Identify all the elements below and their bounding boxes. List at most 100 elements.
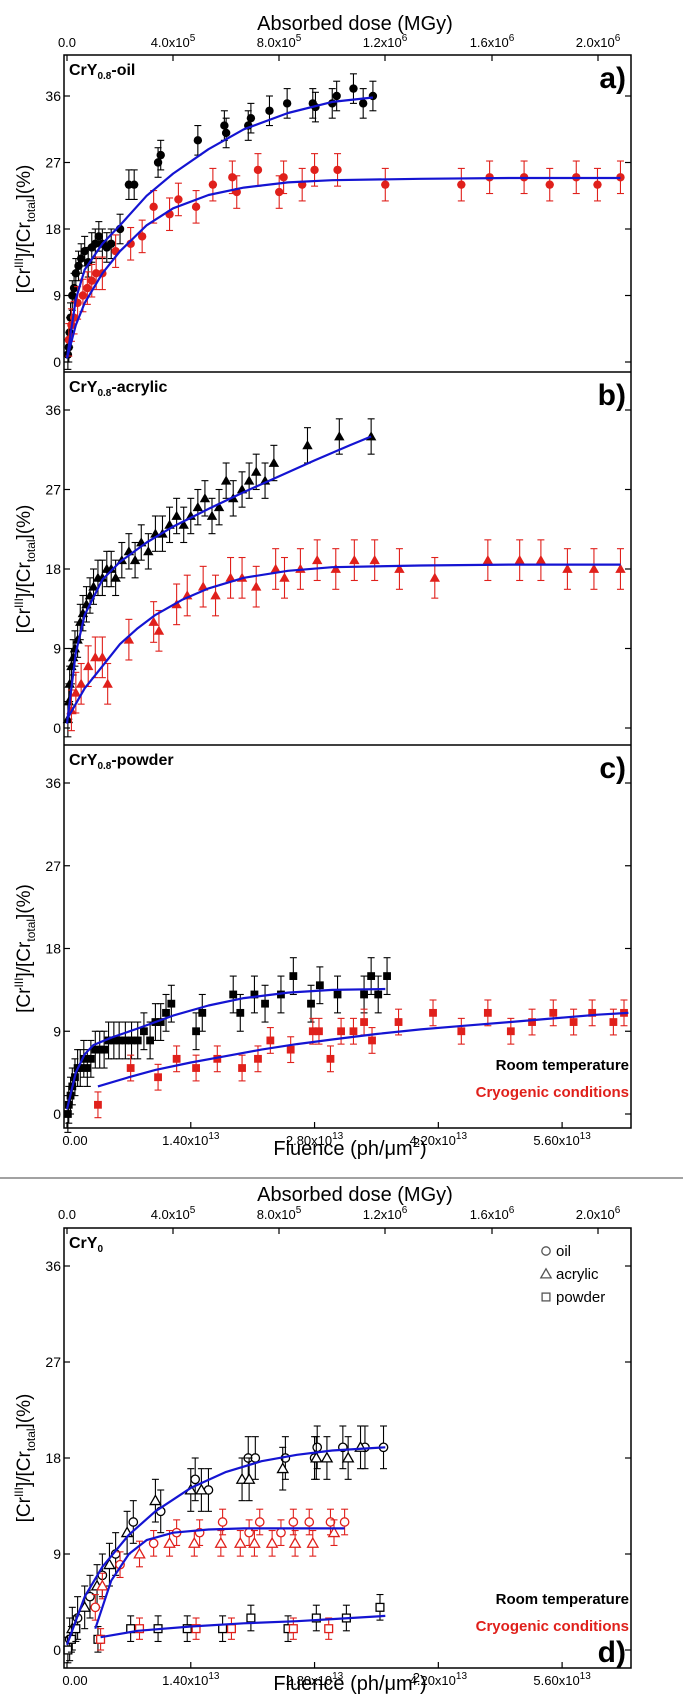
y-tick-label: 36 [45,1258,61,1274]
data-point [137,232,147,241]
data-point [276,1462,290,1474]
y-tick-label: 0 [53,1106,61,1122]
y-tick-label: 9 [53,288,61,304]
bottom-axis-title-sup: 2 [413,1135,420,1150]
legend-markers-d: oil acrylic powder [539,1243,605,1306]
data-point [339,1517,350,1527]
y-tick-label: 18 [45,1450,61,1466]
data-point [304,1517,315,1527]
data-point [279,173,288,182]
data-point [63,1645,73,1655]
series-room-temperature [62,418,377,738]
data-point [333,990,342,999]
data-point [115,1036,124,1045]
y-axis-label: [CrIII]/[Crtotal](%) [12,884,38,1013]
data-point [609,1018,618,1026]
top-tick-label: 0.0 [58,35,76,50]
y-tick-label: 9 [53,1023,61,1039]
data-point [90,1602,101,1613]
data-point [148,616,159,626]
data-point [593,180,602,189]
top-tick-exp: 6 [402,1205,408,1216]
bottom-axis-title-end-lower: ) [420,1673,427,1695]
ylabel-sub: total [24,199,38,222]
data-point [192,501,204,512]
data-point [279,572,290,582]
data-point [266,1036,275,1045]
y-axis-label: [CrIII]/[Crtotal](%) [12,1394,38,1523]
data-point [109,1036,118,1045]
data-point [134,1624,145,1634]
panel-title-sub: 0.8 [97,388,111,399]
data-point [233,1536,247,1548]
data-point [129,180,139,189]
fit-curve [65,435,372,724]
series-cryogenic-conditions [64,153,625,357]
data-point [375,1602,385,1612]
data-point [535,554,547,565]
data-point [148,1538,159,1549]
top-tick-exp: 6 [402,33,408,44]
ylabel-sup: III [12,258,26,268]
ylabel-end: ](%) [14,165,35,200]
data-point [360,1018,368,1026]
legend-marker-powder [541,1292,551,1302]
fit-curve [65,176,621,359]
data-point [341,1451,355,1463]
bottom-tick-exp: 13 [208,1131,220,1142]
data-point [374,990,383,999]
bottom-tick-label: 2.80x1013 [286,1131,344,1148]
data-point [394,1018,403,1026]
data-point [360,990,368,999]
fit-curve [100,1614,386,1639]
legend-marker-label: acrylic [556,1266,599,1283]
data-point [192,1027,200,1036]
data-point [368,1036,376,1045]
data-point [191,202,201,212]
top-axis-tick-labels-lower: 0.0 4.0x105 8.0x105 1.2x106 1.6x106 2.0x106 [58,1205,621,1234]
y-tick-label: 27 [45,482,61,498]
data-point [229,990,238,999]
top-tick-label: 1.6x106 [470,33,515,50]
data-point [349,554,360,565]
data-point [94,232,104,241]
bottom-tick-exp: 13 [456,1131,468,1142]
panel-title-main: CrY [69,62,98,79]
ylabel-mid: ]/[Cr [14,561,35,598]
ylabel-main: [Cr [14,1496,35,1522]
data-point [588,563,600,573]
bottom-tick-label: 4.20x1013 [410,1671,468,1688]
panel-letter: a) [599,62,626,95]
data-point [75,678,87,688]
panel-title: CrY0.8-oil [69,62,135,82]
top-axis-tick-labels: 0.0 4.0x105 8.0x105 1.2x106 1.6x106 2.0x106 [58,33,621,61]
data-point [315,1027,323,1036]
data-point [349,84,358,93]
panel-letter: c) [599,752,626,785]
legend-marker-acrylic [539,1267,553,1279]
data-point [210,590,221,600]
fit-curve [65,96,374,359]
bottom-tick-exp: 13 [456,1671,468,1682]
legend-marker-label: powder [556,1289,605,1306]
series-cryogenic-conditions [94,999,628,1119]
data-point [91,239,100,248]
y-tick-label: 9 [53,1546,61,1562]
data-point [333,165,342,175]
data-point [312,1442,323,1453]
data-point [251,466,262,476]
data-point [174,195,183,204]
data-point [191,1624,201,1634]
data-point [127,1036,136,1045]
data-point [102,678,113,688]
panel-title: CrY0.8-acrylic [69,379,168,399]
data-point [225,572,236,582]
data-point [369,554,380,565]
bottom-tick-exp: 13 [208,1671,220,1682]
y-tick-label: 36 [45,775,61,791]
data-point [79,1054,88,1063]
data-point [334,431,345,441]
